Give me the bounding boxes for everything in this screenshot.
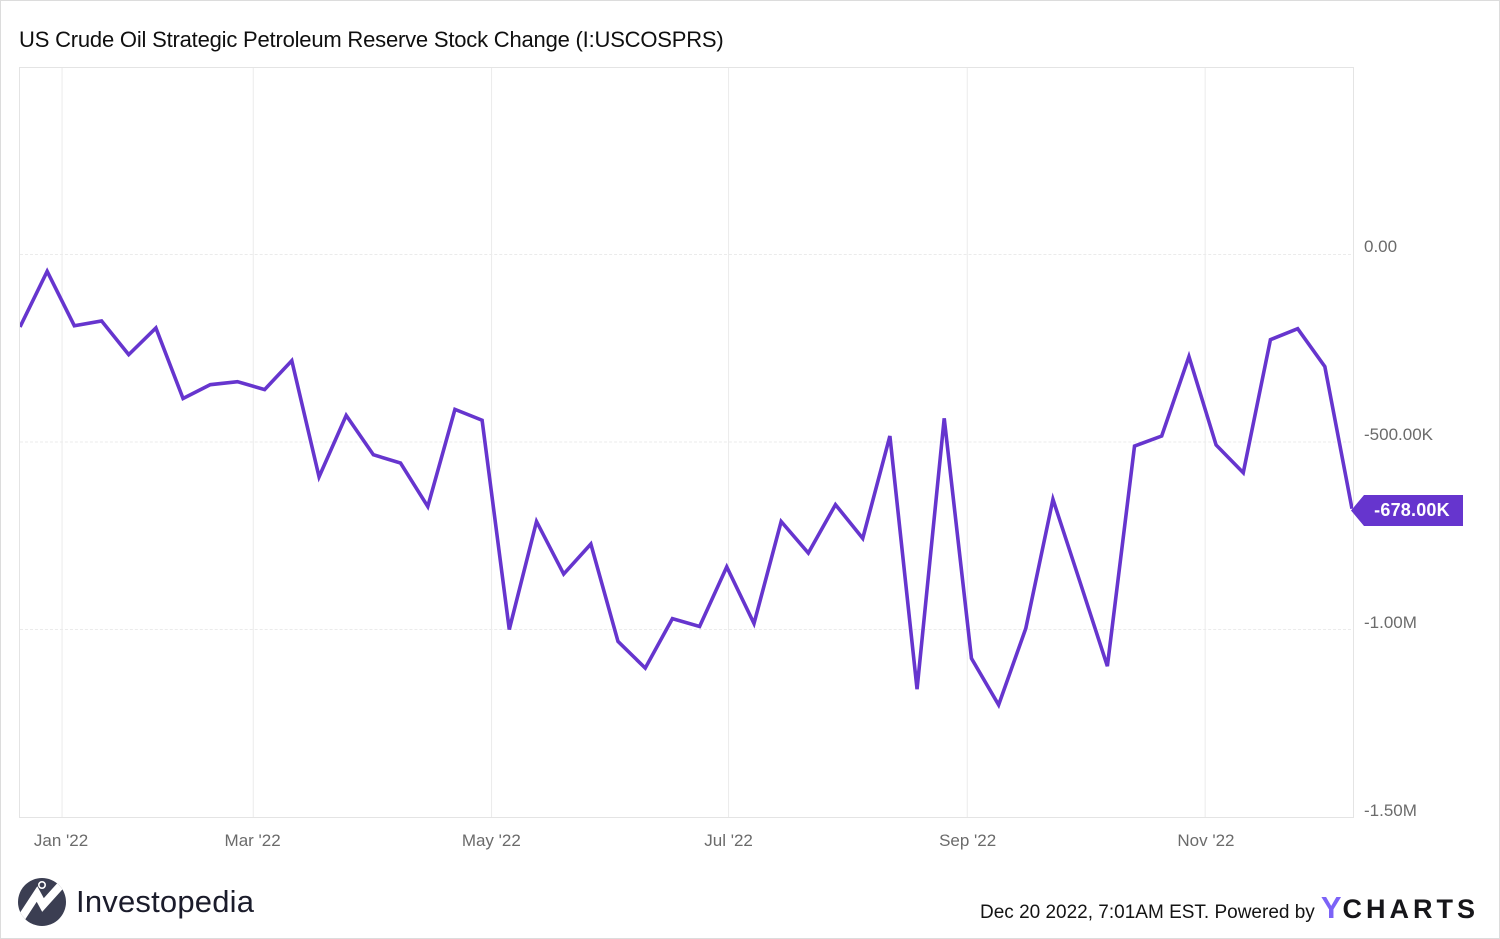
last-value-badge: -678.00K (1351, 495, 1463, 526)
x-tick-label: Sep '22 (939, 831, 997, 850)
ycharts-y-icon: Y (1320, 890, 1343, 925)
page-title: US Crude Oil Strategic Petroleum Reserve… (19, 27, 724, 52)
ycharts-logo: Y CHARTS (1321, 890, 1479, 926)
plot-area (19, 67, 1354, 818)
investopedia-logo-icon (18, 878, 66, 926)
investopedia-brand: Investopedia (17, 877, 254, 927)
y-tick-label: 0.00 (1364, 237, 1398, 256)
investopedia-wordmark: Investopedia (76, 884, 255, 919)
timestamp: Dec 20 2022, 7:01AM EST. Powered by (980, 902, 1315, 923)
ycharts-wordmark: CHARTS (1342, 894, 1479, 924)
y-tick-label: -1.00M (1364, 613, 1417, 632)
x-tick-label: Jul '22 (704, 831, 753, 850)
y-tick-label: -500.00K (1364, 425, 1433, 444)
footer: Investopedia Dec 20 2022, 7:01AM EST. Po… (1, 869, 1499, 938)
series-line (20, 267, 1353, 710)
y-tick-label: -1.50M (1364, 801, 1417, 820)
attribution: Dec 20 2022, 7:01AM EST. Powered by Y CHA… (980, 890, 1479, 926)
x-tick-label: May '22 (461, 831, 521, 850)
x-tick-label: Mar '22 (224, 831, 281, 850)
line-chart (20, 68, 1353, 817)
x-tick-label: Jan '22 (33, 831, 89, 850)
x-tick-label: Nov '22 (1177, 831, 1235, 850)
